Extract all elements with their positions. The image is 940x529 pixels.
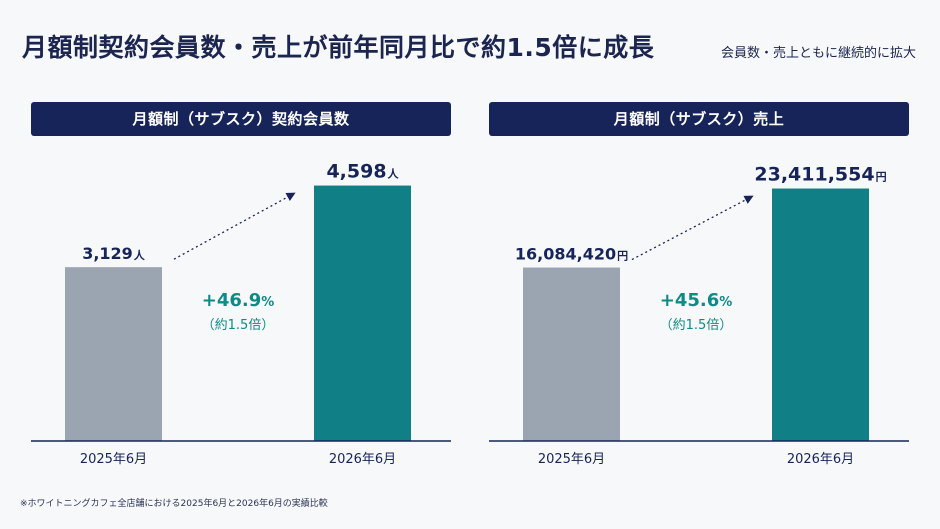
- category-label: 2026年6月: [787, 452, 854, 467]
- growth-note: （約1.5倍）: [660, 318, 733, 333]
- category-label: 2025年6月: [80, 452, 147, 467]
- members-chart: 3,129人 2025年6月 4,598人 2026年6月 +46.9% （約1.5倍）: [31, 161, 451, 467]
- page-title: 月額制契約会員数・売上が前年同月比で約1.5倍に成長: [22, 33, 655, 62]
- footnote: ※ホワイトニングカフェ全店舗における2025年6月と2026年6月の実績比較: [20, 499, 328, 509]
- category-label: 2025年6月: [538, 452, 605, 467]
- members-chart-panel: 月額制（サブスク）契約会員数 3,129人 2025年6月 4,598人 2026年6…: [31, 102, 451, 472]
- value-label: 16,084,420円: [515, 245, 628, 264]
- bar-previous: [65, 267, 162, 441]
- sales-chart-title: 月額制（サブスク）売上: [489, 102, 909, 136]
- growth-rate: +46.9%: [202, 290, 275, 311]
- page-subtitle: 会員数・売上ともに継続的に拡大: [720, 46, 916, 61]
- growth-rate: +45.6%: [660, 290, 733, 311]
- sales-chart-panel: 月額制（サブスク）売上 16,084,420円 2025年6月 23,411,554…: [489, 102, 909, 472]
- category-label: 2026年6月: [329, 452, 396, 467]
- members-chart-title: 月額制（サブスク）契約会員数: [31, 102, 451, 136]
- sales-chart: 16,084,420円 2025年6月 23,411,554円 2026年6月 +45.…: [489, 164, 909, 467]
- value-label: 3,129人: [82, 244, 146, 263]
- value-label: 4,598人: [326, 161, 399, 183]
- bar-previous: [523, 267, 620, 441]
- growth-arrow: [173, 192, 296, 260]
- bar-current: [772, 188, 869, 441]
- bar-current: [314, 185, 411, 441]
- value-label: 23,411,554円: [754, 164, 886, 186]
- growth-note: （約1.5倍）: [202, 318, 275, 333]
- growth-arrow: [631, 195, 754, 261]
